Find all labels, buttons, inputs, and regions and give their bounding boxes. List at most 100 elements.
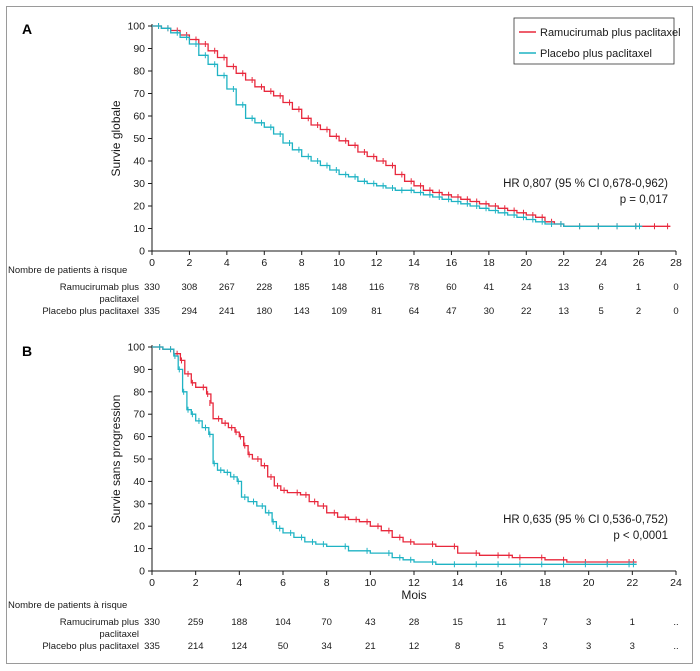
risk-cell: 24 (521, 282, 532, 293)
y-tick-label: 50 (133, 454, 145, 466)
x-tick-label: 0 (149, 577, 155, 589)
y-tick-label: 20 (133, 521, 145, 533)
x-tick-label: 6 (261, 257, 267, 269)
series-line-ramucirumab (152, 346, 637, 563)
x-tick-label: 18 (539, 577, 551, 589)
risk-cell: 0 (673, 306, 678, 317)
panel-label: B (22, 343, 32, 359)
risk-cell: 188 (231, 617, 247, 628)
risk-cell: 12 (409, 641, 420, 652)
x-tick-label: 8 (299, 257, 305, 269)
risk-cell: 8 (455, 641, 460, 652)
risk-row-label: Ramucirumab plus (60, 617, 139, 628)
risk-cell: .. (673, 617, 678, 628)
y-tick-label: 70 (133, 88, 145, 100)
hr-annotation-line: HR 0,635 (95 % CI 0,536-0,752) (503, 514, 668, 526)
risk-cell: 70 (321, 617, 332, 628)
y-tick-label: 50 (133, 133, 145, 145)
risk-cell: .. (673, 641, 678, 652)
x-axis-title: Mois (401, 588, 426, 602)
x-tick-label: 18 (483, 257, 495, 269)
risk-cell: 2 (636, 306, 641, 317)
risk-cell: 0 (673, 282, 678, 293)
x-tick-label: 24 (670, 577, 682, 589)
risk-cell: 60 (446, 282, 457, 293)
risk-cell: 335 (144, 641, 160, 652)
y-tick-label: 80 (133, 66, 145, 78)
risk-cell: 116 (369, 282, 384, 293)
y-tick-label: 100 (127, 342, 145, 354)
y-tick-label: 10 (133, 223, 145, 235)
x-tick-label: 22 (558, 257, 570, 269)
x-tick-label: 2 (193, 577, 199, 589)
x-tick-label: 20 (520, 257, 532, 269)
risk-cell: 21 (365, 641, 376, 652)
hr-annotation-line: HR 0,807 (95 % CI 0,678-0,962) (503, 178, 668, 190)
risk-cell: 1 (630, 617, 635, 628)
risk-cell: 15 (452, 617, 463, 628)
risk-cell: 109 (331, 306, 347, 317)
y-tick-label: 100 (127, 21, 145, 33)
risk-cell: 41 (484, 282, 495, 293)
y-tick-label: 70 (133, 409, 145, 421)
risk-cell: 47 (446, 306, 457, 317)
y-tick-label: 30 (133, 178, 145, 190)
risk-cell: 124 (231, 641, 247, 652)
risk-cell: 267 (219, 282, 235, 293)
panel-label: A (22, 21, 32, 37)
y-tick-label: 90 (133, 43, 145, 55)
risk-cell: 180 (256, 306, 272, 317)
x-tick-label: 14 (452, 577, 464, 589)
x-tick-label: 16 (495, 577, 507, 589)
y-tick-label: 20 (133, 201, 145, 213)
y-tick-label: 10 (133, 543, 145, 555)
legend-entry: Ramucirumab plus paclitaxel (540, 27, 681, 39)
y-tick-label: 60 (133, 111, 145, 123)
x-tick-label: 10 (364, 577, 376, 589)
risk-cell: 13 (558, 306, 569, 317)
x-tick-label: 14 (408, 257, 420, 269)
x-tick-label: 4 (224, 257, 230, 269)
series-line-placebo (152, 346, 637, 565)
risk-cell: 241 (219, 306, 235, 317)
risk-cell: 214 (188, 641, 204, 652)
x-tick-label: 22 (626, 577, 638, 589)
risk-row-label: Placebo plus paclitaxel (42, 641, 139, 652)
y-tick-label: 40 (133, 156, 145, 168)
x-tick-label: 28 (670, 257, 682, 269)
risk-cell: 22 (521, 306, 532, 317)
risk-cell: 3 (586, 617, 591, 628)
y-axis-title: Survie sans progression (109, 395, 123, 524)
x-tick-label: 12 (408, 577, 420, 589)
risk-cell: 43 (365, 617, 376, 628)
risk-row-label: Ramucirumab plus (60, 282, 139, 293)
risk-cell: 3 (630, 641, 635, 652)
risk-cell: 64 (409, 306, 420, 317)
risk-cell: 1 (636, 282, 641, 293)
risk-cell: 185 (294, 282, 310, 293)
risk-cell: 335 (144, 306, 160, 317)
risk-cell: 28 (409, 617, 420, 628)
x-tick-label: 8 (324, 577, 330, 589)
risk-cell: 228 (256, 282, 272, 293)
risk-cell: 13 (558, 282, 569, 293)
risk-cell: 50 (278, 641, 289, 652)
risk-cell: 5 (598, 306, 603, 317)
risk-cell: 259 (188, 617, 204, 628)
risk-cell: 5 (499, 641, 504, 652)
legend-box (513, 17, 675, 65)
legend-entry: Placebo plus paclitaxel (540, 48, 652, 60)
risk-cell: 308 (181, 282, 197, 293)
legend: Ramucirumab plus paclitaxel Placebo plus … (513, 17, 681, 65)
risk-cell: 330 (144, 282, 160, 293)
risk-cell: 330 (144, 617, 160, 628)
y-tick-label: 40 (133, 476, 145, 488)
x-tick-label: 10 (333, 257, 345, 269)
figure-frame (6, 6, 693, 664)
hr-annotation-line: p = 0,017 (620, 194, 668, 206)
risk-cell: 30 (484, 306, 495, 317)
risk-cell: 81 (371, 306, 382, 317)
risk-cell: 7 (542, 617, 547, 628)
